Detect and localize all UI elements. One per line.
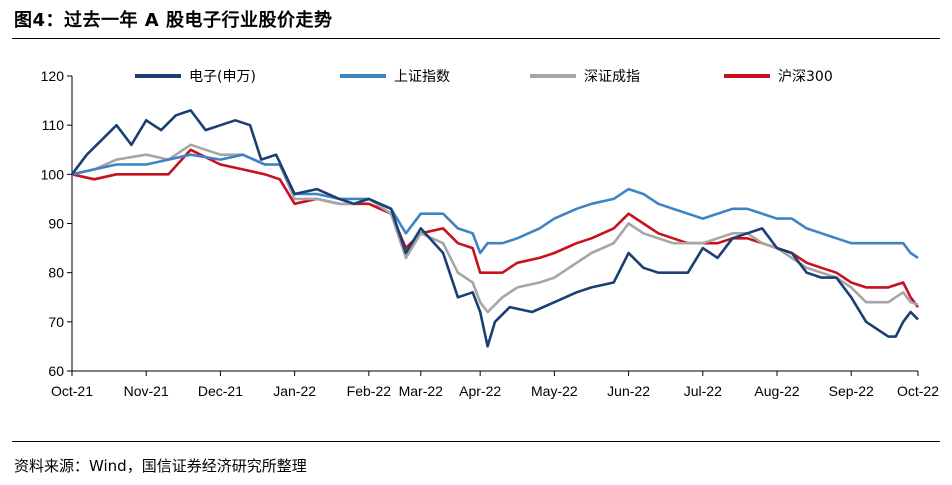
source-rule — [12, 441, 940, 442]
title-rule — [12, 38, 940, 39]
y-tick-label: 80 — [48, 265, 64, 281]
series-line-2 — [71, 143, 919, 314]
legend-label-0: 电子(申万) — [189, 69, 256, 85]
x-tick-label: Jun-22 — [607, 383, 650, 399]
figure-title: 图4：过去一年 A 股电子行业股价走势 — [14, 10, 333, 31]
x-tick-label: Oct-22 — [897, 383, 939, 399]
series-line-1 — [71, 153, 919, 259]
x-tick-label: Apr-22 — [459, 383, 501, 399]
x-tick-label: Mar-22 — [399, 383, 444, 399]
y-tick-label: 60 — [48, 363, 64, 379]
x-tick-label: Oct-21 — [51, 383, 93, 399]
x-tick-label: Nov-21 — [124, 383, 169, 399]
x-tick-label: Dec-21 — [198, 383, 243, 399]
y-tick-label: 90 — [48, 216, 64, 232]
y-tick-label: 110 — [42, 117, 65, 133]
legend-label-1: 上证指数 — [394, 69, 450, 85]
series-line-3 — [71, 148, 920, 308]
line-chart: 60 70 80 90 100 110 120 Oct-21 Nov-21 Dec-21 Jan-2… — [41, 68, 940, 399]
y-tick-label: 120 — [41, 68, 65, 84]
x-tick-label: Feb-22 — [347, 383, 392, 399]
legend-label-3: 沪深300 — [778, 69, 833, 85]
legend-label-2: 深证成指 — [584, 69, 640, 85]
x-tick-label: May-22 — [531, 383, 578, 399]
chart-plot-area — [70, 109, 920, 348]
x-tick-label: Jul-22 — [684, 383, 722, 399]
x-tick-label: Aug-22 — [754, 383, 799, 399]
x-tick-label: Sep-22 — [829, 383, 874, 399]
y-tick-label: 100 — [41, 166, 65, 182]
y-tick-label: 70 — [48, 314, 64, 330]
x-tick-label: Jan-22 — [273, 383, 316, 399]
series-line-0 — [70, 109, 919, 348]
chart-legend: 电子(申万) 上证指数 深证成指 沪深300 — [135, 69, 833, 85]
chart-axes: 60 70 80 90 100 110 120 Oct-21 Nov-21 Dec-21 Jan-2… — [41, 68, 940, 399]
source-note: 资料来源：Wind，国信证券经济研究所整理 — [14, 457, 307, 475]
